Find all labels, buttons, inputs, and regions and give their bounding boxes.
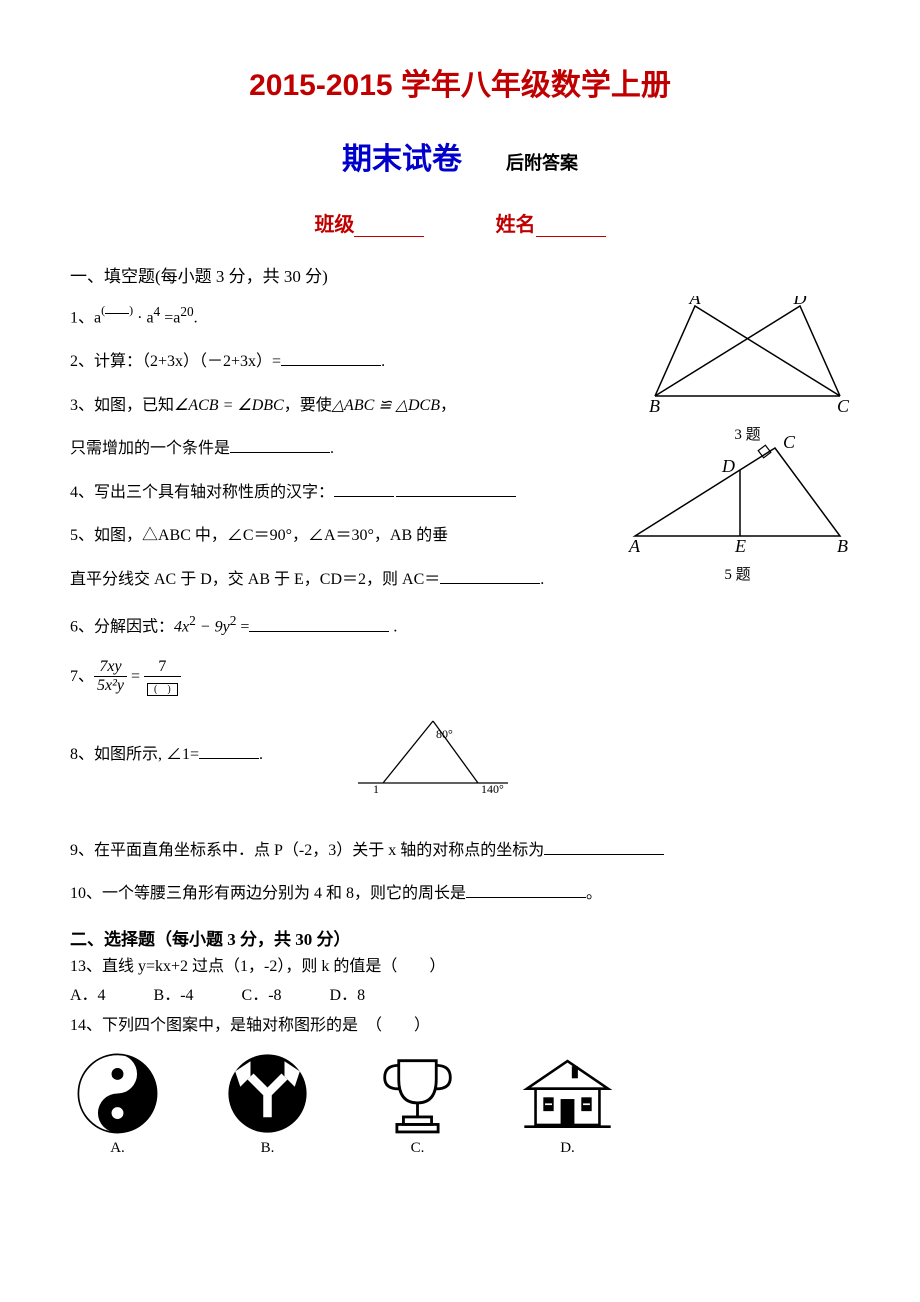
question-3: 3、如图，已知∠ACB = ∠DBC，要使△ABC ≌ △DCB， [70,393,590,419]
figure-3: A D B C 3 题 [645,296,850,444]
doc-title-2: 期末试卷 [342,134,462,178]
question-13-options: A．4 B．-4 C．-8 D．8 [70,983,850,1009]
question-1: 1、a() · a4 =a20. [70,301,590,331]
question-10: 10、一个等腰三角形有两边分别为 4 和 8，则它的周长是。 [70,881,850,907]
question-4: 4、写出三个具有轴对称性质的汉字： [70,480,590,506]
option-d: D. [520,1051,615,1157]
option-b: B. [220,1051,315,1157]
answer-note: 后附答案 [506,149,578,175]
svg-text:140°: 140° [481,782,504,796]
figure-5: A B C D E 5 题 [625,436,850,584]
svg-text:D: D [721,456,735,476]
name-label: 姓名 [496,214,536,236]
figure-8: 80° 140° 1 [353,713,513,798]
option-a: A. [70,1051,165,1157]
fig3-label-c: C [837,396,850,416]
question-13: 13、直线 y=kx+2 过点（1，-2），则 k 的值是（ ） [70,954,850,980]
option-images-row: A. B. [70,1051,850,1157]
fig5-caption: 5 题 [625,563,850,584]
question-6: 6、分解因式：4x2 − 9y2 = . [70,610,850,640]
house-icon [520,1053,615,1133]
question-8-row: 8、如图所示, ∠1=. 80° 140° 1 [70,713,850,798]
question-5: 5、如图，△ABC 中，∠C＝90°，∠A＝30°，AB 的垂 [70,523,590,549]
trophy-icon [380,1051,455,1136]
question-9: 9、在平面直角坐标系中．点 P（-2，3）关于 x 轴的对称点的坐标为 [70,838,850,864]
class-blank[interactable] [354,234,424,237]
fig3-label-a: A [689,296,702,308]
svg-text:A: A [628,536,641,556]
question-8: 8、如图所示, ∠1=. [70,742,263,768]
section-2-head: 二、选择题（每小题 3 分，共 30 分） [70,925,850,950]
question-7: 7、 7xy 5x²y = 7 ( ) [70,658,850,694]
section-1-head: 一、填空题(每小题 3 分，共 30 分) [70,262,850,287]
question-14: 14、下列四个图案中，是轴对称图形的是 （ ） [70,1013,850,1039]
svg-text:1: 1 [373,782,379,796]
arrows-icon [225,1051,310,1136]
svg-text:E: E [734,536,746,556]
question-2: 2、计算：（2+3x）（－2+3x）=. [70,349,590,375]
fig3-label-d: D [793,296,807,308]
option-c: C. [370,1051,465,1157]
class-label: 班级 [314,214,354,236]
svg-text:B: B [837,536,848,556]
svg-text:80°: 80° [436,727,453,741]
content-wrap: A D B C 3 题 A B C D E 5 题 1、a() · a4 =a2… [70,301,850,1157]
doc-title-1: 2015-2015 学年八年级数学上册 [70,60,850,104]
yinyang-icon [75,1051,160,1136]
question-3-cont: 只需增加的一个条件是. [70,436,590,462]
doc-title-2-row: 期末试卷 后附答案 [70,134,850,178]
name-blank[interactable] [536,234,606,237]
svg-text:C: C [783,436,796,452]
question-5-cont: 直平分线交 AC 于 D，交 AB 于 E，CD＝2，则 AC＝. [70,567,710,593]
class-name-row: 班级 姓名 [70,208,850,237]
fig3-label-b: B [649,396,660,416]
